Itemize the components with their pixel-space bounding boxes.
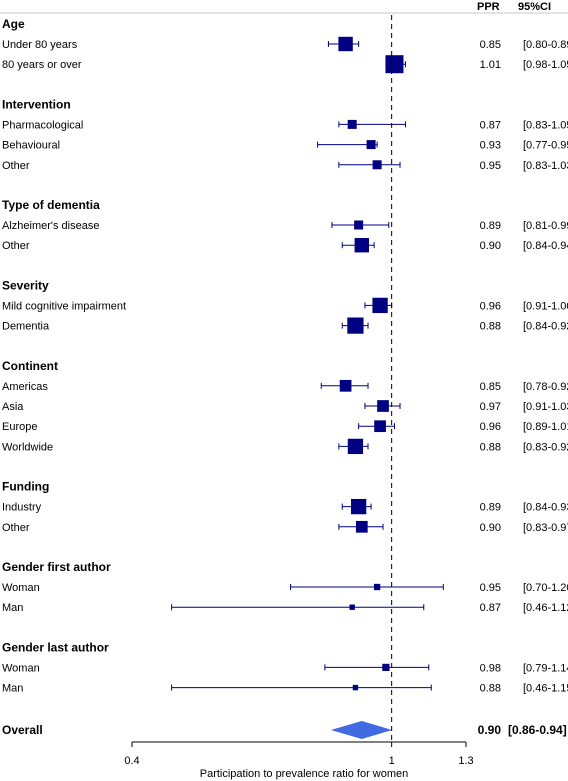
row-label: Other bbox=[2, 240, 30, 252]
row-label: Man bbox=[2, 683, 23, 695]
row-label: Other bbox=[2, 522, 30, 534]
row-label: Mild cognitive impairment bbox=[2, 300, 126, 312]
ci-value: [0.70-1.20] bbox=[523, 582, 568, 594]
ppr-value: 0.89 bbox=[480, 502, 501, 514]
point-estimate-marker bbox=[347, 119, 357, 129]
ci-column-header: 95%CI bbox=[518, 1, 551, 13]
ppr-value: 0.87 bbox=[480, 602, 501, 614]
point-estimate-marker bbox=[350, 498, 367, 515]
point-estimate-marker bbox=[372, 160, 382, 170]
ci-value: [0.83-0.92] bbox=[523, 441, 568, 453]
row-label: Dementia bbox=[2, 321, 50, 333]
row-label: Americas bbox=[2, 381, 48, 393]
ppr-column-header: PPR bbox=[477, 1, 500, 13]
row-label: Europe bbox=[2, 421, 37, 433]
point-estimate-marker bbox=[347, 317, 364, 334]
ci-value: [0.80-0.89] bbox=[523, 39, 568, 51]
ci-value: [0.84-0.93] bbox=[523, 502, 568, 514]
row-label: Under 80 years bbox=[2, 39, 78, 51]
ci-value: [0.79-1.14] bbox=[523, 662, 568, 674]
point-estimate-marker bbox=[372, 297, 388, 314]
ppr-value: 0.88 bbox=[480, 683, 501, 695]
row-label: 80 years or over bbox=[2, 59, 82, 71]
ppr-value: 0.90 bbox=[480, 240, 501, 252]
ppr-value: 0.93 bbox=[480, 140, 501, 152]
ci-value: [0.91-1.00] bbox=[523, 300, 568, 312]
point-estimate-marker bbox=[339, 379, 352, 392]
point-estimate-marker bbox=[377, 400, 389, 412]
group-heading: Severity bbox=[2, 278, 49, 292]
row-label: Alzheimer's disease bbox=[2, 220, 99, 232]
point-estimate-marker bbox=[338, 36, 353, 52]
group-heading: Type of dementia bbox=[2, 198, 100, 212]
ppr-value: 0.87 bbox=[480, 119, 501, 131]
ppr-value: 1.01 bbox=[480, 59, 501, 71]
overall-diamond bbox=[330, 721, 393, 739]
point-estimate-marker bbox=[349, 604, 355, 610]
row-label: Man bbox=[2, 602, 23, 614]
ci-value: [0.46-1.12] bbox=[523, 602, 568, 614]
ppr-value: 0.95 bbox=[480, 582, 501, 594]
ci-value: [0.91-1.03] bbox=[523, 401, 568, 413]
ci-value: [0.81-0.99] bbox=[523, 220, 568, 232]
ci-value: [0.84-0.92] bbox=[523, 321, 568, 333]
ppr-value: 0.88 bbox=[480, 441, 501, 453]
overall-label: Overall bbox=[2, 723, 43, 737]
row-label: Behavioural bbox=[2, 140, 60, 152]
point-estimate-marker bbox=[347, 438, 364, 455]
forest-rows: Age Under 80 years 0.85 [0.80-0.89] 80 years… bbox=[2, 15, 568, 742]
row-label: Industry bbox=[2, 502, 42, 514]
point-estimate-marker bbox=[354, 238, 369, 253]
ci-value: [0.78-0.92] bbox=[523, 381, 568, 393]
point-estimate-marker bbox=[354, 220, 364, 230]
group-heading: Intervention bbox=[2, 97, 71, 111]
ci-value: [0.83-1.05] bbox=[523, 119, 568, 131]
x-axis-label: Participation to prevalence ratio for wo… bbox=[200, 768, 409, 780]
overall-ppr-value: 0.90 bbox=[478, 723, 502, 737]
group-heading: Age bbox=[2, 17, 25, 31]
point-estimate-marker bbox=[373, 583, 381, 591]
ci-value: [0.89-1.01] bbox=[523, 421, 568, 433]
ppr-value: 0.96 bbox=[480, 300, 501, 312]
ci-value: [0.46-1.15] bbox=[523, 683, 568, 695]
x-tick-label: 0.4 bbox=[124, 755, 139, 767]
group-heading: Continent bbox=[2, 359, 58, 373]
ppr-value: 0.88 bbox=[480, 321, 501, 333]
point-estimate-marker bbox=[382, 663, 390, 671]
point-estimate-marker bbox=[385, 55, 404, 74]
point-estimate-marker bbox=[352, 684, 359, 691]
ppr-value: 0.95 bbox=[480, 160, 501, 172]
ci-value: [0.98-1.05] bbox=[523, 59, 568, 71]
ci-value: [0.83-0.97] bbox=[523, 522, 568, 534]
ci-value: [0.84-0.94] bbox=[523, 240, 568, 252]
x-axis: 0.4 1 1.3 bbox=[124, 741, 474, 767]
point-estimate-marker bbox=[355, 520, 368, 533]
row-label: Woman bbox=[2, 582, 40, 594]
row-label: Other bbox=[2, 160, 30, 172]
x-tick-label: 1.3 bbox=[458, 755, 473, 767]
x-tick-label: 1 bbox=[389, 755, 395, 767]
group-heading: Gender first author bbox=[2, 560, 111, 574]
row-label: Pharmacological bbox=[2, 119, 83, 131]
ppr-value: 0.85 bbox=[480, 39, 501, 51]
ppr-value: 0.90 bbox=[480, 522, 501, 534]
ppr-value: 0.85 bbox=[480, 381, 501, 393]
point-estimate-marker bbox=[374, 420, 386, 433]
ppr-value: 0.98 bbox=[480, 662, 501, 674]
ci-value: [0.83-1.03] bbox=[523, 160, 568, 172]
ci-value: [0.77-0.95] bbox=[523, 140, 568, 152]
ppr-value: 0.96 bbox=[480, 421, 501, 433]
row-label: Woman bbox=[2, 662, 40, 674]
overall-ci-value: [0.86-0.94] bbox=[508, 723, 567, 737]
row-label: Asia bbox=[2, 401, 24, 413]
group-heading: Gender last author bbox=[2, 640, 109, 654]
point-estimate-marker bbox=[366, 140, 376, 150]
row-label: Worldwide bbox=[2, 441, 53, 453]
ppr-value: 0.97 bbox=[480, 401, 501, 413]
ppr-value: 0.89 bbox=[480, 220, 501, 232]
group-heading: Funding bbox=[2, 480, 49, 494]
